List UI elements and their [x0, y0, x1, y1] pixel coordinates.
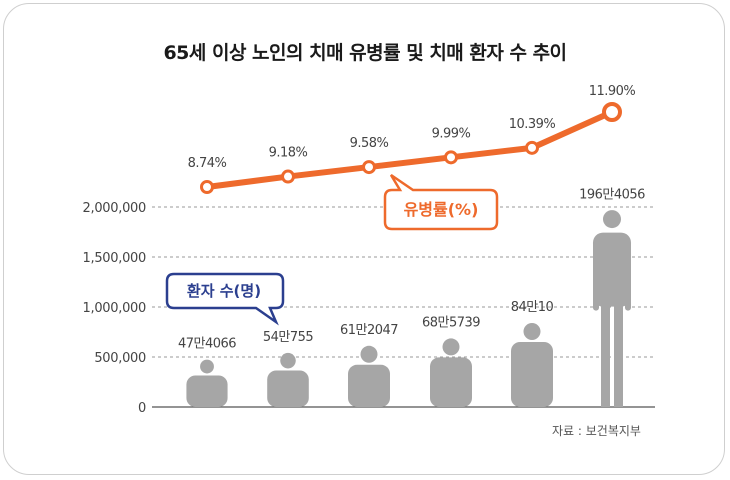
- patient-count-label: 54만755: [263, 330, 314, 345]
- figure-head: [603, 210, 621, 229]
- callout-patients: 환자 수(명): [165, 272, 285, 326]
- figure-leg: [614, 292, 623, 407]
- prevalence-label: 8.74%: [188, 156, 227, 171]
- patient-count-label: 196만4056: [579, 188, 645, 203]
- figure-head: [442, 338, 460, 356]
- callout-patients-box: [165, 272, 285, 326]
- y-tick-label: 2,000,000: [83, 201, 146, 216]
- patient-figure: 196만4056: [579, 188, 646, 407]
- callout-prevalence-label: 유병률(%): [404, 200, 479, 219]
- figure-torso: [511, 341, 553, 407]
- figure-head: [360, 345, 378, 363]
- patient-count-label: 61만2047: [340, 323, 398, 338]
- source-note: 자료 : 보건복지부: [552, 424, 641, 438]
- prevalence-point: [602, 102, 622, 122]
- callout-prevalence-box: [383, 173, 499, 231]
- figure-arm: [593, 240, 599, 311]
- y-tick-label: 1,000,000: [83, 301, 146, 316]
- patient-count-label: 47만4066: [178, 337, 236, 352]
- prevalence-point: [444, 150, 458, 165]
- y-tick-label: 1,500,000: [83, 251, 146, 266]
- prevalence-point: [525, 140, 539, 155]
- patient-figure: 84만10: [511, 300, 554, 407]
- prevalence-point: [200, 180, 214, 194]
- figure-head: [280, 352, 296, 369]
- patient-figure: 54만755: [263, 330, 314, 407]
- callout-patients-label: 환자 수(명): [187, 282, 261, 300]
- patient-count-label: 84만10: [511, 300, 554, 315]
- prevalence-line: [204, 109, 615, 190]
- figure-torso: [348, 364, 390, 407]
- prevalence-label: 9.18%: [269, 146, 308, 161]
- figure-leg: [601, 292, 610, 407]
- figure-head: [200, 359, 214, 374]
- patient-figure: 61만2047: [340, 323, 399, 407]
- prevalence-label: 11.90%: [589, 84, 636, 99]
- patient-count-label: 68만5739: [422, 315, 480, 330]
- chart-title: 65세 이상 노인의 치매 유병률 및 치매 환자 수 추이: [163, 42, 567, 64]
- figure-torso: [267, 370, 309, 407]
- y-tick-label: 500,000: [94, 351, 146, 366]
- callout-prevalence: 유병률(%): [383, 173, 499, 231]
- patient-figure: 68만5739: [422, 315, 481, 407]
- prevalence-label: 9.58%: [350, 136, 389, 151]
- patient-figure: 47만4066: [178, 337, 237, 407]
- figure-torso: [186, 375, 228, 407]
- prevalence-label: 9.99%: [432, 126, 471, 141]
- prevalence-label: 10.39%: [509, 117, 556, 132]
- figure-arm: [625, 240, 631, 311]
- figure-torso: [593, 232, 631, 307]
- prevalence-point: [362, 160, 376, 175]
- y-tick-label: 0: [138, 401, 146, 416]
- prevalence-point: [281, 169, 295, 184]
- figure-head: [523, 322, 541, 340]
- figure-torso: [430, 357, 472, 407]
